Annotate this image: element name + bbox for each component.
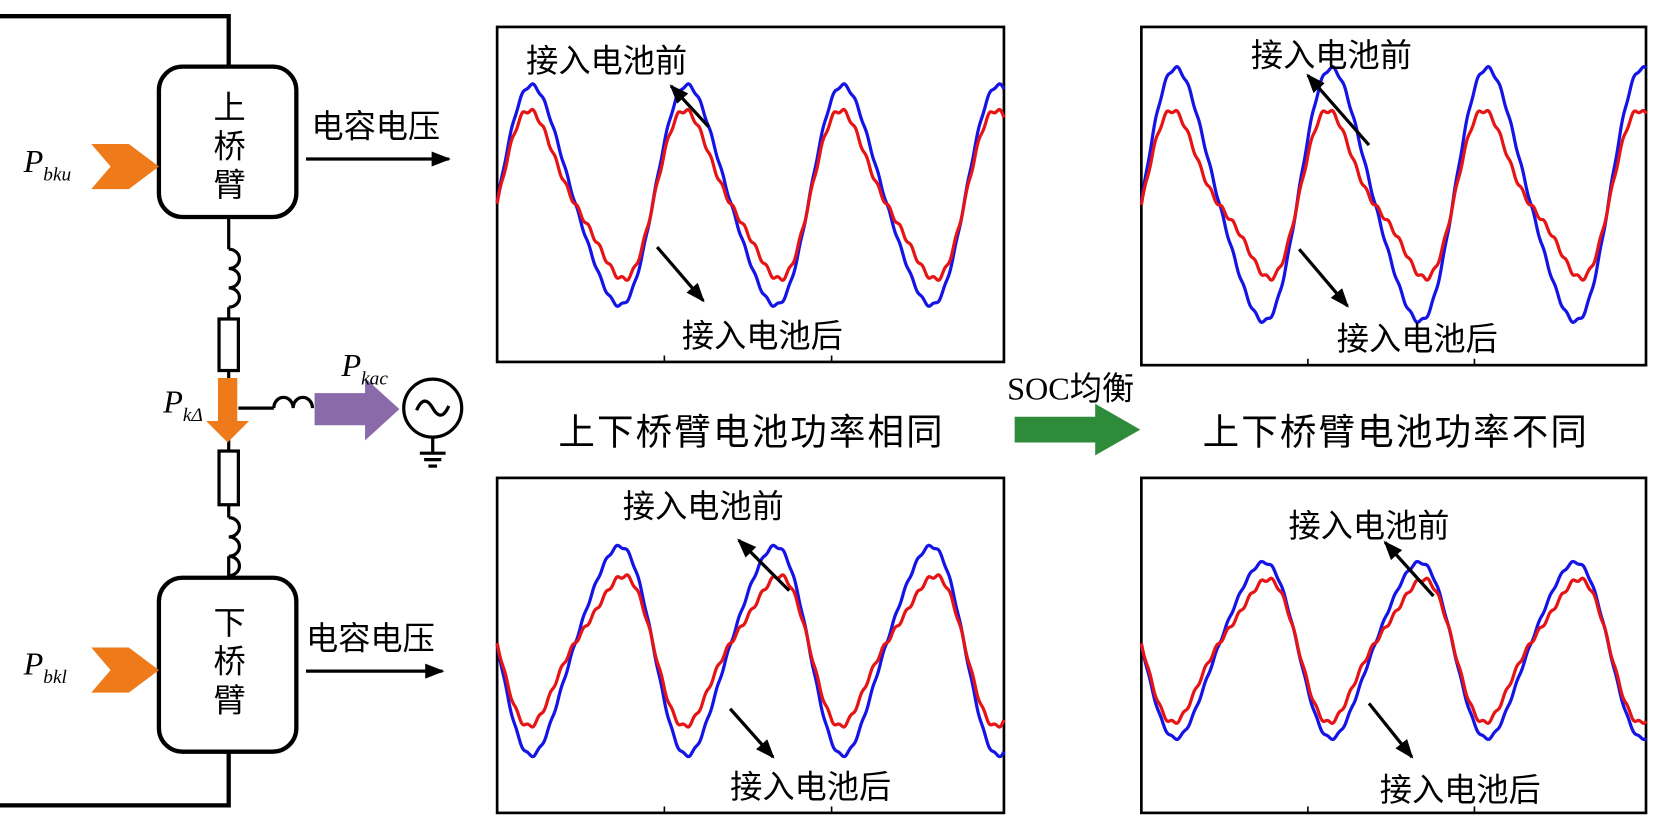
wire bbox=[0, 751, 231, 808]
wire bbox=[0, 14, 231, 67]
power-label: Pbkl bbox=[23, 645, 67, 688]
lower-arm-label: 下桥臂 bbox=[210, 606, 246, 722]
annotation-arrow bbox=[737, 538, 791, 592]
soc-arrow bbox=[1014, 403, 1141, 456]
power-label: Pbku bbox=[23, 143, 72, 186]
before-label: 接入电池前 bbox=[526, 43, 687, 79]
power-label: Pkac bbox=[340, 347, 388, 390]
power-arrow bbox=[314, 378, 400, 441]
waveform-before bbox=[1139, 64, 1648, 325]
waveform-before bbox=[1139, 559, 1648, 742]
output-label: 电容电压 bbox=[311, 109, 440, 145]
before-label: 接入电池前 bbox=[1288, 508, 1449, 544]
plot-frame bbox=[495, 476, 1006, 815]
symbol: P bbox=[23, 645, 44, 681]
annotation-arrow bbox=[1297, 248, 1349, 308]
waveform-after bbox=[1139, 576, 1648, 726]
subscript: kΔ bbox=[183, 405, 203, 426]
waveform-after bbox=[495, 107, 1006, 283]
annotation-arrow bbox=[1367, 702, 1414, 759]
waveform-after bbox=[1139, 108, 1648, 282]
after-label: 接入电池后 bbox=[1337, 321, 1498, 357]
resistor bbox=[217, 317, 240, 373]
resistor bbox=[217, 449, 240, 507]
plot-frame bbox=[495, 25, 1006, 364]
circuit: 上桥臂 下桥臂 电容电压 电容电压 Pbku Pbkl PkΔ Pkac SOC… bbox=[0, 14, 1589, 808]
after-label: 接入电池后 bbox=[730, 769, 891, 805]
power-arrow bbox=[206, 378, 250, 443]
symbol: P bbox=[340, 347, 361, 383]
symbol: P bbox=[23, 143, 44, 179]
before-label: 接入电池前 bbox=[623, 489, 784, 525]
inductor bbox=[228, 516, 241, 578]
plot-frame bbox=[1140, 476, 1648, 815]
after-label: 接入电池后 bbox=[682, 318, 843, 354]
inductor bbox=[228, 247, 241, 309]
power-arrow bbox=[91, 143, 159, 190]
after-label: 接入电池后 bbox=[1380, 772, 1541, 808]
annotation-arrow bbox=[1306, 73, 1371, 147]
symbol: P bbox=[162, 383, 183, 419]
waveform-before bbox=[495, 82, 1006, 309]
annotation-arrow bbox=[728, 707, 775, 759]
subscript: bkl bbox=[43, 667, 67, 688]
soc-label: SOC均衡 bbox=[1007, 371, 1134, 407]
caption: 上下桥臂电池功率不同 bbox=[1203, 412, 1589, 453]
annotation-arrow bbox=[669, 84, 710, 128]
before-label: 接入电池前 bbox=[1251, 38, 1412, 74]
subscript: bku bbox=[43, 164, 71, 185]
upper-arm-label: 上桥臂 bbox=[210, 90, 246, 206]
subscript: kac bbox=[361, 368, 388, 389]
waveform-before bbox=[495, 543, 1006, 759]
output-label: 电容电压 bbox=[306, 621, 435, 657]
waveform-after bbox=[495, 573, 1006, 729]
inductor bbox=[272, 395, 315, 409]
ac-symbol bbox=[415, 399, 451, 417]
caption: 上下桥臂电池功率相同 bbox=[558, 412, 944, 453]
power-arrow bbox=[91, 647, 159, 693]
annotation-arrow bbox=[655, 245, 705, 303]
annotation-arrow bbox=[1383, 540, 1435, 598]
power-label: PkΔ bbox=[162, 383, 203, 426]
